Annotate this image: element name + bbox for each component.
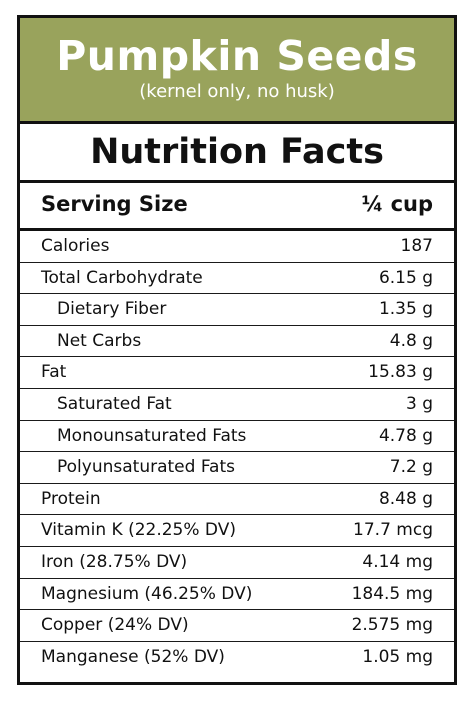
nutrient-value: 4.78 g [378, 425, 433, 446]
nutrient-row: Polyunsaturated Fats 7.2 g [20, 452, 454, 484]
nutrient-value: 8.48 g [378, 488, 433, 509]
nutrient-label: Net Carbs [57, 330, 142, 351]
nutrient-value: 1.35 g [378, 299, 433, 320]
nutrient-label: Fat [41, 362, 67, 383]
nutrient-value: 2.575 mg [351, 615, 433, 636]
nutrient-value: 184.5 mg [351, 583, 433, 604]
nutrient-row: Vitamin K (22.25% DV) 17.7 mcg [20, 515, 454, 547]
product-name: Pumpkin Seeds [56, 32, 418, 80]
nutrient-value: 17.7 mcg [353, 520, 433, 541]
nutrient-value: 4.14 mg [362, 551, 433, 572]
nutrient-label: Calories [41, 236, 110, 256]
nutrient-row: Fat 15.83 g [20, 357, 454, 389]
nutrient-label: Copper (24% DV) [41, 615, 189, 636]
nutrient-row: Total Carbohydrate 6.15 g [20, 263, 454, 295]
nutrient-value: 1.05 mg [362, 646, 433, 667]
nutrient-row: Protein 8.48 g [20, 484, 454, 516]
nutrient-label: Protein [41, 488, 101, 509]
serving-size-row: Serving Size ¼ cup [20, 180, 454, 231]
nutrient-value: 3 g [405, 393, 433, 414]
serving-size-label: Serving Size [41, 192, 188, 216]
nutrient-label: Iron (28.75% DV) [41, 551, 188, 572]
nutrient-label: Saturated Fat [57, 393, 172, 414]
nutrient-value: 7.2 g [389, 457, 433, 478]
nutrient-list: Calories 187 Total Carbohydrate 6.15 g Dieta… [20, 231, 454, 673]
nutrient-row: Monounsaturated Fats 4.78 g [20, 421, 454, 453]
nutrient-row: Calories 187 [20, 231, 454, 263]
nutrient-row: Iron (28.75% DV) 4.14 mg [20, 547, 454, 579]
nutrient-row: Net Carbs 4.8 g [20, 326, 454, 358]
nutrient-row: Magnesium (46.25% DV) 184.5 mg [20, 579, 454, 611]
nutrient-value: 6.15 g [378, 267, 433, 288]
nutrient-value: 15.83 g [368, 362, 433, 383]
product-note: (kernel only, no husk) [139, 81, 335, 102]
nutrition-facts-title: Nutrition Facts [20, 124, 454, 183]
serving-size-value: ¼ cup [361, 192, 433, 216]
nutrient-label: Monounsaturated Fats [57, 425, 247, 446]
nutrient-label: Polyunsaturated Fats [57, 457, 235, 478]
nutrient-row: Saturated Fat 3 g [20, 389, 454, 421]
nutrient-label: Magnesium (46.25% DV) [41, 583, 253, 604]
nutrition-label: Pumpkin Seeds (kernel only, no husk) Nut… [17, 15, 457, 685]
nutrient-row: Copper (24% DV) 2.575 mg [20, 610, 454, 642]
nutrient-row: Dietary Fiber 1.35 g [20, 294, 454, 326]
nutrient-row: Manganese (52% DV) 1.05 mg [20, 642, 454, 674]
product-banner: Pumpkin Seeds (kernel only, no husk) [20, 18, 454, 124]
nutrient-label: Vitamin K (22.25% DV) [41, 520, 236, 541]
nutrient-value: 4.8 g [389, 330, 433, 351]
nutrient-label: Total Carbohydrate [41, 267, 203, 288]
nutrient-label: Manganese (52% DV) [41, 646, 225, 667]
nutrient-value: 187 [400, 236, 433, 256]
nutrient-label: Dietary Fiber [57, 299, 167, 320]
